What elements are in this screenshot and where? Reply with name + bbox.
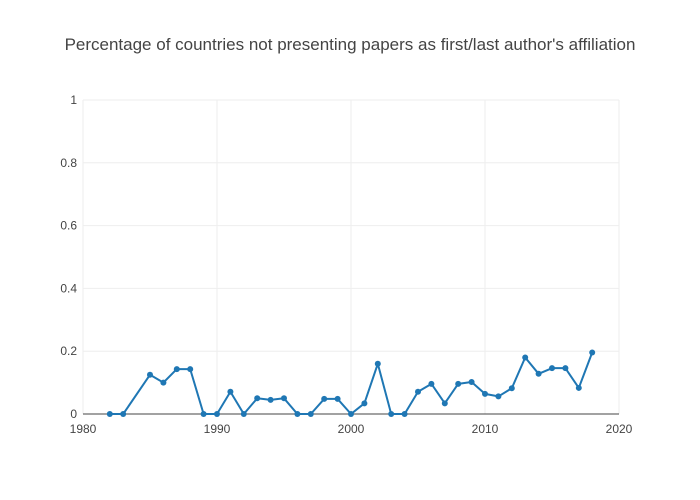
data-point[interactable] bbox=[106, 411, 113, 417]
x-tick-label: 2020 bbox=[606, 422, 633, 436]
data-point[interactable] bbox=[468, 378, 475, 385]
data-point[interactable] bbox=[401, 411, 408, 417]
data-point[interactable] bbox=[267, 396, 274, 403]
data-point[interactable] bbox=[227, 388, 234, 395]
data-point[interactable] bbox=[240, 411, 247, 417]
x-tick-label: 1980 bbox=[70, 422, 97, 436]
data-point[interactable] bbox=[562, 365, 569, 372]
data-point[interactable] bbox=[535, 370, 542, 377]
data-point[interactable] bbox=[160, 379, 167, 386]
data-point[interactable] bbox=[214, 411, 220, 417]
chart-title: Percentage of countries not presenting p… bbox=[65, 35, 636, 54]
data-point[interactable] bbox=[522, 354, 529, 361]
y-tick-label: 0 bbox=[70, 407, 77, 421]
data-point[interactable] bbox=[173, 366, 180, 373]
data-point[interactable] bbox=[200, 411, 207, 417]
axes: 1980 1990 2000 2010 2020 0 0.2 0.4 0.6 0.8 1 bbox=[60, 93, 632, 436]
data-point[interactable] bbox=[374, 360, 381, 367]
y-tick-label: 1 bbox=[70, 93, 77, 107]
data-point[interactable] bbox=[361, 400, 368, 407]
data-point[interactable] bbox=[348, 411, 354, 417]
y-tick-label: 0.8 bbox=[60, 156, 77, 170]
x-tick-label: 2000 bbox=[338, 422, 365, 436]
grid bbox=[82, 99, 620, 414]
data-point[interactable] bbox=[415, 388, 421, 395]
data-point[interactable] bbox=[294, 411, 301, 417]
data-point[interactable] bbox=[321, 395, 328, 402]
data-point[interactable] bbox=[482, 390, 488, 397]
data-point[interactable] bbox=[281, 395, 287, 402]
series-layer bbox=[106, 349, 596, 417]
data-point[interactable] bbox=[147, 371, 153, 378]
data-point[interactable] bbox=[455, 380, 462, 387]
data-point[interactable] bbox=[495, 393, 502, 400]
data-point[interactable] bbox=[187, 366, 194, 373]
data-point[interactable] bbox=[388, 411, 395, 417]
data-point[interactable] bbox=[441, 400, 448, 407]
data-point[interactable] bbox=[428, 380, 435, 387]
series-line bbox=[109, 352, 594, 415]
data-point[interactable] bbox=[589, 349, 596, 356]
data-point[interactable] bbox=[120, 411, 127, 417]
x-tick-label: 2010 bbox=[472, 422, 499, 436]
y-tick-label: 0.4 bbox=[60, 281, 77, 295]
data-point[interactable] bbox=[549, 365, 555, 372]
y-tick-label: 0.6 bbox=[60, 219, 77, 233]
x-tick-label: 1990 bbox=[204, 422, 231, 436]
y-tick-label: 0.2 bbox=[60, 344, 77, 358]
data-point[interactable] bbox=[508, 385, 515, 392]
data-point[interactable] bbox=[254, 395, 261, 402]
data-point[interactable] bbox=[307, 411, 314, 417]
data-point[interactable] bbox=[575, 384, 582, 391]
data-point[interactable] bbox=[334, 395, 341, 402]
